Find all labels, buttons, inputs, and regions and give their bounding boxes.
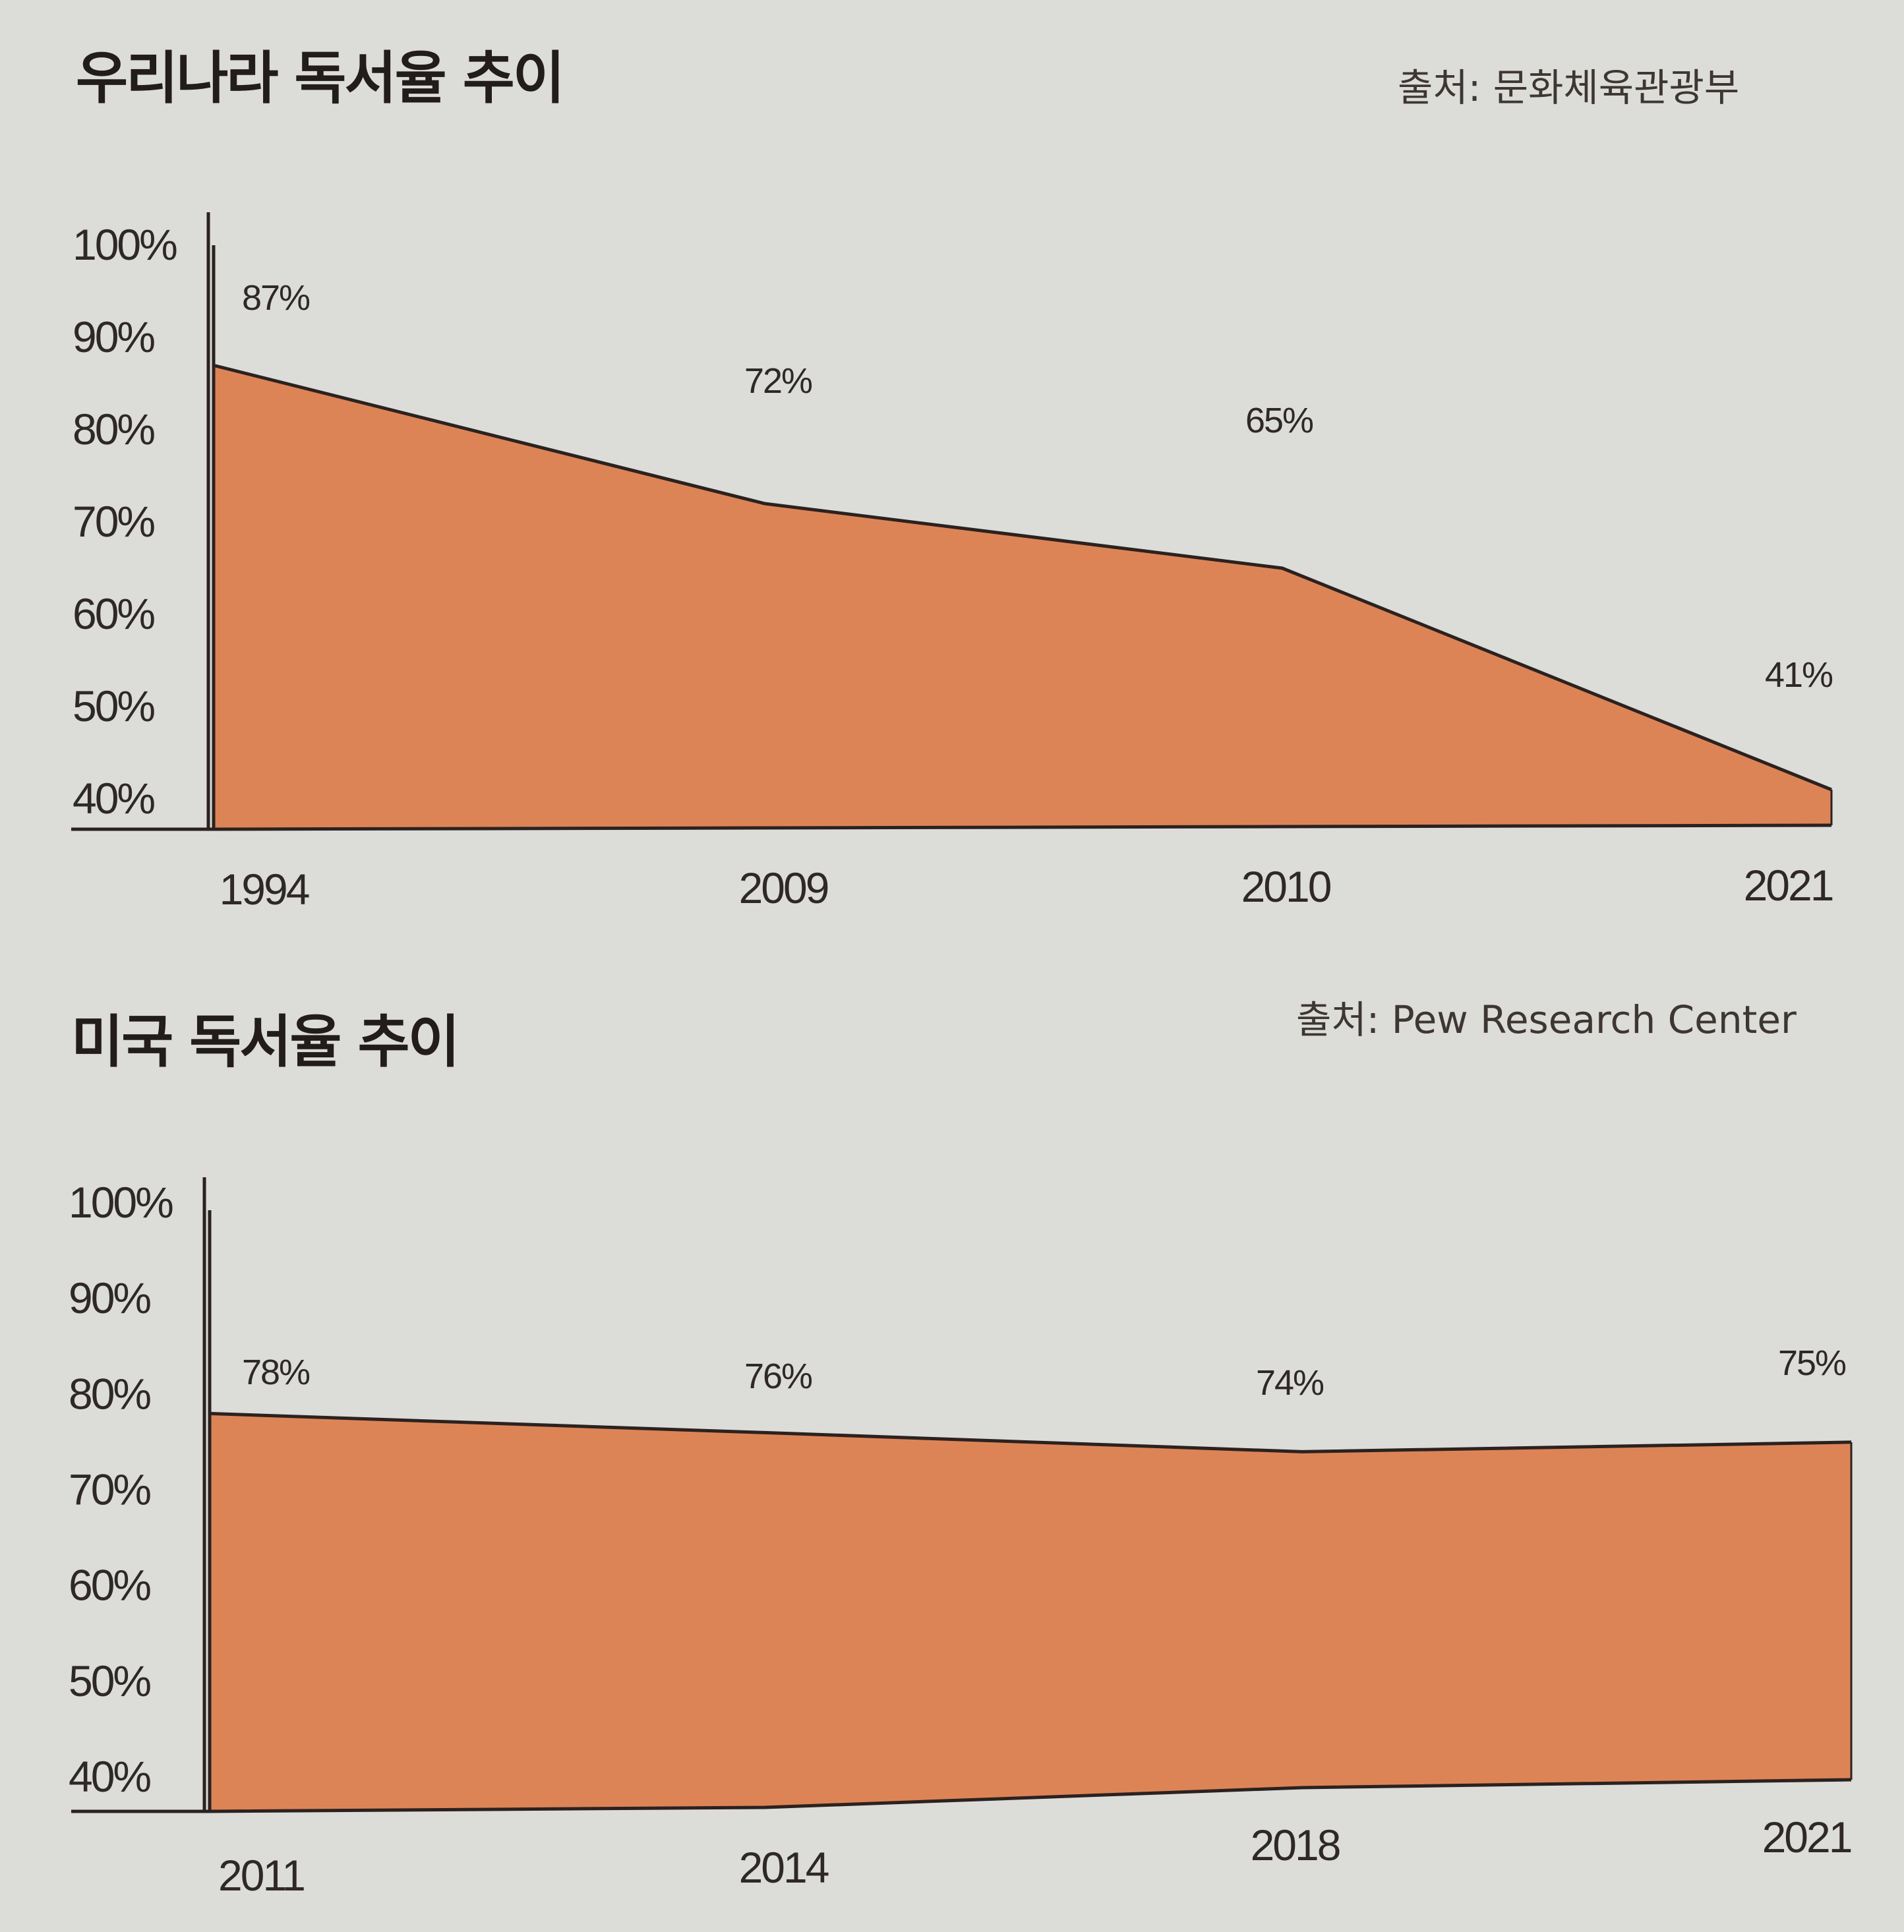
- data-label: 41%: [1765, 655, 1833, 695]
- y-tick-label: 60%: [69, 1561, 150, 1610]
- data-label: 76%: [744, 1357, 812, 1396]
- data-label: 87%: [242, 278, 310, 318]
- x-axis-baseline: [71, 1778, 1852, 1813]
- data-label: 72%: [744, 361, 812, 401]
- x-tick-label: 2010: [1241, 862, 1331, 911]
- y-tick-label: 40%: [69, 1752, 150, 1801]
- chart-title: 우리나라 독서율 추이: [76, 45, 565, 111]
- x-tick-label: 2021: [1762, 1813, 1851, 1861]
- x-tick-label: 1994: [220, 865, 309, 914]
- data-label: 75%: [1778, 1343, 1846, 1383]
- y-tick-label: 70%: [69, 1465, 150, 1514]
- area-fill: [209, 1413, 1851, 1811]
- data-label: 65%: [1245, 401, 1313, 440]
- korea-reading-rate-panel: 우리나라 독서율 추이 출처: 문화체육관광부 100% 90% 80% 70% 60%…: [0, 0, 1904, 936]
- y-tick-label: 90%: [69, 1273, 150, 1322]
- y-tick-label: 50%: [69, 1656, 150, 1705]
- x-tick-label: 2011: [218, 1851, 304, 1900]
- y-tick-label: 60%: [73, 589, 154, 638]
- data-label: 74%: [1256, 1363, 1324, 1403]
- data-label: 78%: [242, 1353, 310, 1392]
- x-tick-label: 2021: [1744, 861, 1833, 910]
- area-fill: [213, 365, 1831, 829]
- chart-title: 미국 독서율 추이: [71, 1009, 460, 1075]
- y-tick-label: 40%: [73, 774, 154, 823]
- chart-source: 출처: 문화체육관광부: [1398, 65, 1740, 110]
- y-tick-label: 70%: [73, 497, 154, 546]
- y-tick-label: 80%: [73, 405, 154, 454]
- x-tick-label: 2014: [739, 1843, 829, 1892]
- x-axis-baseline: [71, 823, 1832, 831]
- y-tick-label: 50%: [73, 682, 154, 730]
- series-line: [212, 363, 1832, 792]
- x-tick-label: 2018: [1251, 1821, 1340, 1869]
- y-tick-label: 90%: [73, 312, 154, 361]
- series-line: [208, 1411, 1852, 1453]
- korea-area-chart: 100% 90% 80% 70% 60% 50% 40% 1994 2009 2010 2021 87…: [71, 212, 1835, 914]
- x-tick-label: 2009: [739, 864, 828, 912]
- y-tick-label: 100%: [73, 220, 177, 269]
- chart-source: 출처: Pew Research Center: [1296, 997, 1797, 1042]
- y-tick-label: 80%: [69, 1369, 150, 1418]
- y-tick-label: 100%: [69, 1178, 173, 1227]
